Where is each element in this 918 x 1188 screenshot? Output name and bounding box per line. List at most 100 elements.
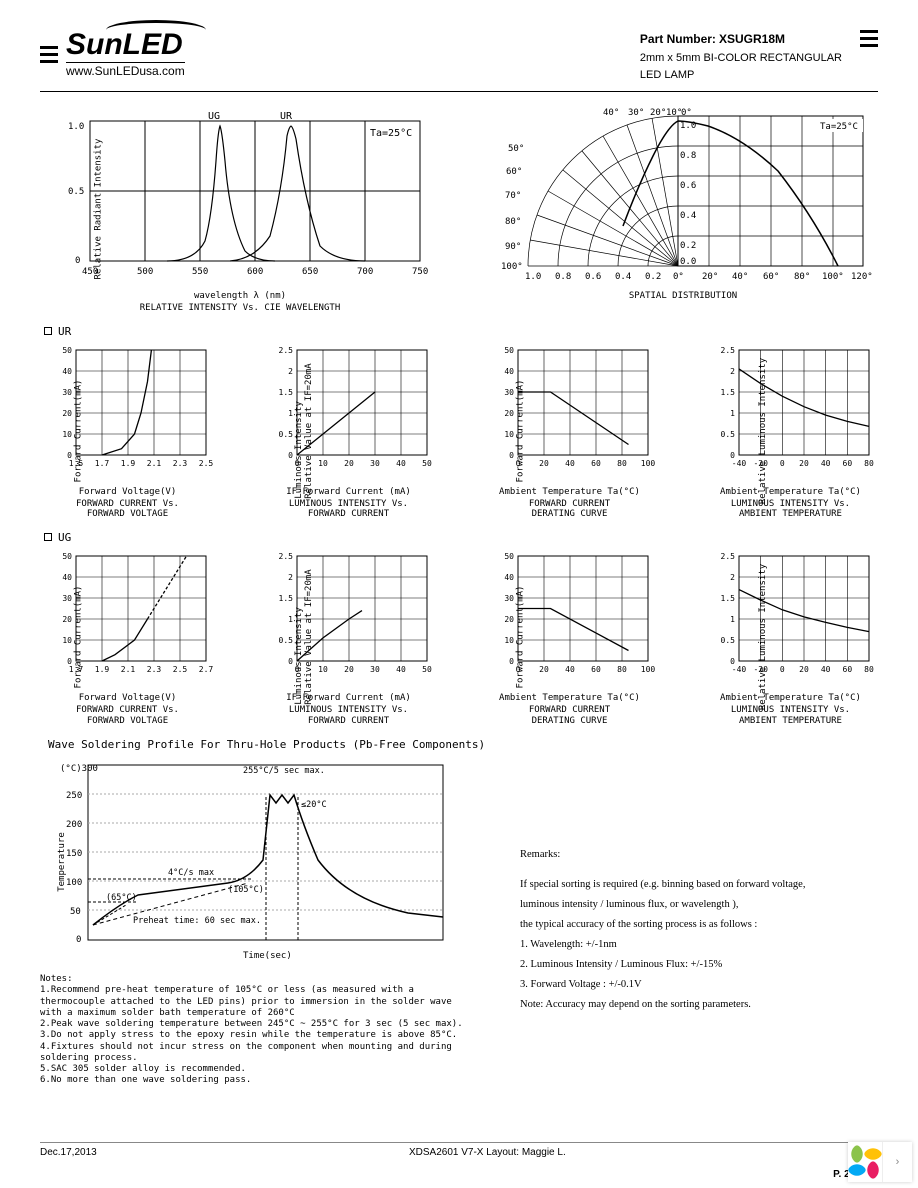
svg-text:30: 30 — [62, 594, 72, 603]
menu-icon[interactable] — [40, 46, 58, 63]
svg-text:50: 50 — [504, 552, 514, 561]
ug-chart-1: 0102030405000.511.522.5 Luminous Intensi… — [261, 548, 436, 726]
note-6: 6.No more than one wave soldering pass. — [40, 1075, 470, 1086]
svg-text:20: 20 — [504, 615, 514, 624]
logo-url: www.SunLEDusa.com — [66, 62, 185, 78]
svg-text:10°: 10° — [666, 108, 682, 118]
svg-text:0: 0 — [67, 657, 72, 666]
svg-text:(65°C): (65°C) — [106, 893, 137, 903]
svg-text:40: 40 — [504, 573, 514, 582]
chart1-xlabel: wavelength λ (nm) — [40, 291, 440, 301]
svg-text:0: 0 — [76, 935, 81, 945]
svg-text:40: 40 — [565, 459, 575, 468]
page-header: SunLED www.SunLEDusa.com Part Number: XS… — [40, 30, 878, 92]
svg-text:100: 100 — [66, 878, 82, 888]
svg-text:0.8: 0.8 — [555, 272, 571, 282]
svg-text:1: 1 — [288, 615, 293, 624]
svg-text:40: 40 — [62, 367, 72, 376]
svg-text:2: 2 — [730, 367, 735, 376]
next-page-button[interactable]: › — [882, 1142, 912, 1182]
svg-text:Time(sec): Time(sec) — [243, 951, 292, 961]
section-ug: UG — [44, 531, 878, 544]
ur-chart-3: -40-2002040608000.511.522.5 Relative Lum… — [703, 342, 878, 520]
svg-text:80°: 80° — [505, 217, 521, 227]
svg-text:10: 10 — [318, 459, 328, 468]
remark-line-4: 2. Luminous Intensity / Luminous Flux: +… — [520, 955, 805, 975]
svg-text:30: 30 — [62, 388, 72, 397]
svg-text:1: 1 — [730, 615, 735, 624]
svg-text:40: 40 — [565, 665, 575, 674]
chart-solder: 255°C/5 sec max. ≤20°C 4°C/s max (105°C)… — [40, 755, 470, 968]
ur-chart-2-xlabel: Ambient Temperature Ta(°C) — [482, 487, 657, 497]
svg-text:0.0: 0.0 — [680, 257, 696, 267]
ug-chart-0-ylabel: Forward Current(mA) — [75, 586, 85, 689]
ug-chart-2-xlabel: Ambient Temperature Ta(°C) — [482, 693, 657, 703]
svg-text:0: 0 — [730, 451, 735, 460]
svg-text:80: 80 — [864, 459, 874, 468]
svg-text:2: 2 — [288, 367, 293, 376]
svg-text:2.1: 2.1 — [147, 459, 162, 468]
svg-text:0: 0 — [730, 657, 735, 666]
svg-text:100°: 100° — [822, 272, 844, 282]
svg-text:1.9: 1.9 — [95, 665, 110, 674]
svg-text:40°: 40° — [603, 108, 619, 118]
svg-text:0.4: 0.4 — [680, 211, 696, 221]
footer-date: Dec.17,2013 — [40, 1147, 97, 1158]
svg-text:0.4: 0.4 — [615, 272, 631, 282]
logo: SunLED — [66, 30, 185, 60]
page-footer: Dec.17,2013 XDSA2601 V7-X Layout: Maggie… — [40, 1142, 878, 1158]
svg-text:60: 60 — [591, 459, 601, 468]
ur-chart-0: 1.51.71.92.12.32.501020304050 Forward Cu… — [40, 342, 215, 520]
svg-text:-40: -40 — [732, 665, 747, 674]
svg-text:60°: 60° — [763, 272, 779, 282]
ug-chart-0: 1.71.92.12.32.52.701020304050 Forward Cu… — [40, 548, 215, 726]
svg-text:1.0: 1.0 — [68, 122, 84, 132]
note-4: 4.Fixtures should not incur stress on th… — [40, 1042, 470, 1065]
chart-wavelength: UGUR Ta=25°C 450500550 600650700750 1.00… — [40, 106, 440, 313]
svg-text:500: 500 — [137, 267, 153, 277]
chart-spatial: Ta=25°C 40°30°20°10°0° 50°60°70°80°90°10… — [488, 106, 878, 313]
svg-text:0: 0 — [780, 459, 785, 468]
svg-text:1: 1 — [730, 409, 735, 418]
ug-chart-2-title: FORWARD CURRENTDERATING CURVE — [482, 705, 657, 726]
menu-icon-right[interactable] — [860, 30, 878, 47]
nav-widget: › — [848, 1142, 912, 1182]
svg-text:2.5: 2.5 — [279, 346, 294, 355]
svg-text:70°: 70° — [505, 191, 521, 201]
remark-line-1: luminous intensity / luminous flux, or w… — [520, 895, 805, 915]
ur-chart-0-title: FORWARD CURRENT Vs.FORWARD VOLTAGE — [40, 499, 215, 520]
ug-chart-3: -40-2002040608000.511.522.5 Relative Lum… — [703, 548, 878, 726]
svg-text:0.5: 0.5 — [279, 430, 294, 439]
svg-text:20: 20 — [504, 409, 514, 418]
svg-text:100°: 100° — [501, 262, 523, 272]
ur-chart-1-xlabel: IF-Forward Current (mA) — [261, 487, 436, 497]
svg-text:0.8: 0.8 — [680, 151, 696, 161]
svg-text:≤20°C: ≤20°C — [301, 800, 327, 810]
svg-text:700: 700 — [357, 267, 373, 277]
svg-text:UG: UG — [208, 111, 220, 122]
svg-text:1.0: 1.0 — [525, 272, 541, 282]
svg-text:20°: 20° — [702, 272, 718, 282]
ur-chart-1: 0102030405000.511.522.5 Luminous Intensi… — [261, 342, 436, 520]
ur-chart-3-xlabel: Ambient Temperature Ta(°C) — [703, 487, 878, 497]
svg-text:0.5: 0.5 — [721, 430, 736, 439]
svg-text:0.5: 0.5 — [721, 636, 736, 645]
svg-text:250: 250 — [66, 791, 82, 801]
svg-text:1.9: 1.9 — [121, 459, 136, 468]
svg-text:20: 20 — [344, 665, 354, 674]
ug-chart-2-ylabel: Forward Current(mA) — [517, 586, 527, 689]
part-desc-1: 2mm x 5mm BI-COLOR RECTANGULAR — [640, 50, 842, 68]
svg-text:30°: 30° — [628, 108, 644, 118]
notes-heading: Notes: — [40, 974, 470, 985]
svg-text:2.5: 2.5 — [721, 552, 736, 561]
section-ur: UR — [44, 325, 878, 338]
logo-leaf-icon[interactable] — [848, 1145, 882, 1179]
note-5: 5.SAC 305 solder alloy is recommended. — [40, 1064, 470, 1075]
svg-text:30: 30 — [504, 388, 514, 397]
svg-text:20: 20 — [344, 459, 354, 468]
svg-text:4°C/s max: 4°C/s max — [168, 868, 214, 878]
ug-chart-2: 02040608010001020304050 Forward Current(… — [482, 548, 657, 726]
svg-text:40: 40 — [396, 665, 406, 674]
svg-text:0: 0 — [75, 256, 80, 266]
ur-chart-3-title: LUMINOUS INTENSITY Vs.AMBIENT TEMPERATUR… — [703, 499, 878, 520]
